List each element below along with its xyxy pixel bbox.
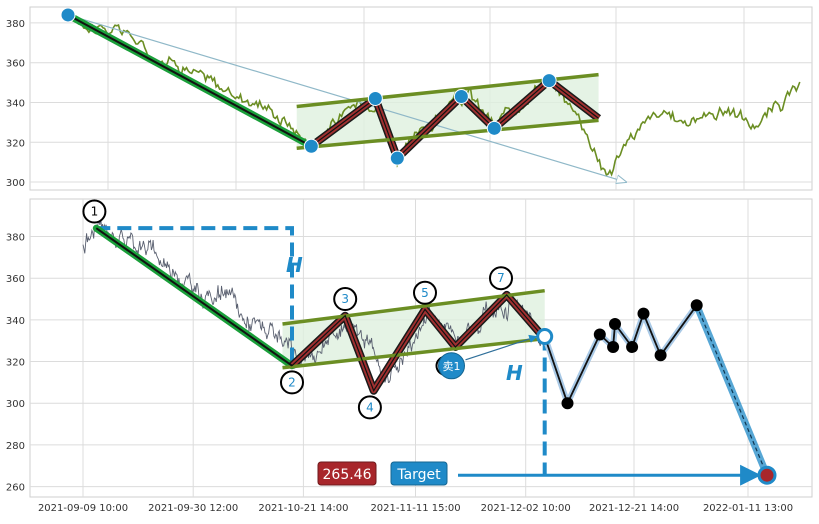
target-badge-label: Target	[396, 467, 441, 483]
top-trend-arrow	[67, 14, 626, 182]
pattern-label-circle	[357, 395, 382, 420]
pattern-label-text: 3	[341, 292, 349, 306]
pattern-label-text: 7	[497, 271, 505, 285]
height-label-lower: H	[506, 361, 523, 385]
pattern-labels: 1 2 3 4 5 7	[82, 199, 513, 420]
pattern-label-text: 2	[288, 375, 296, 389]
target-badge: Target	[390, 461, 448, 486]
top-panel: 300 320 340 360 380	[6, 6, 813, 191]
target-point	[757, 465, 777, 485]
x-tick-label: 2021-12-02 10:00	[481, 503, 571, 514]
sell-marker	[438, 352, 465, 380]
top-grid	[30, 7, 812, 190]
x-tick-label: 2021-11-11 15:00	[370, 503, 460, 514]
target-price-badge: 265.46	[317, 461, 377, 486]
y-tick-label: 340	[6, 316, 25, 327]
projection-dot	[690, 299, 703, 312]
pivot-point	[486, 120, 502, 136]
pattern-label-text: 1	[91, 205, 99, 219]
breakout-point	[536, 328, 554, 346]
height-label-upper: H	[286, 253, 303, 277]
pattern-label-circle	[82, 199, 107, 224]
projection-dot	[654, 349, 667, 362]
projection-dot	[561, 397, 574, 410]
y-tick-label: 320	[6, 138, 25, 149]
pivot-point	[389, 150, 405, 166]
pivot-point	[303, 138, 319, 154]
pattern-label-text: 4	[366, 400, 374, 414]
top-pivots	[60, 7, 557, 166]
x-tick-label: 2021-10-21 14:00	[258, 503, 348, 514]
pattern-label-circle	[333, 287, 358, 312]
x-tick-label: 2021-12-21 14:00	[589, 503, 679, 514]
pivot-point	[367, 91, 383, 106]
bottom-markers: 卖1	[435, 328, 777, 485]
y-tick-label: 360	[6, 274, 25, 285]
pivot-point	[541, 73, 557, 89]
y-tick-label: 280	[6, 441, 25, 452]
sell-marker-label: 卖1	[443, 360, 461, 373]
bottom-down-leg-core	[95, 227, 293, 367]
pivot-point	[60, 7, 76, 23]
projection-dot	[637, 307, 650, 320]
y-tick-label: 340	[6, 98, 25, 109]
projection-dots	[561, 299, 703, 410]
x-tick-label: 2021-09-30 12:00	[148, 503, 238, 514]
projection-dot	[593, 328, 606, 341]
sell-connector	[465, 334, 538, 361]
pattern-label-circle	[489, 266, 513, 291]
target-leg	[696, 305, 768, 476]
pattern-label-circle	[280, 370, 304, 395]
x-tick-label: 2022-01-11 13:00	[703, 503, 793, 514]
pattern-label-text: 5	[421, 286, 429, 300]
top-down-leg-core	[67, 14, 312, 148]
x-tick-label: 2021-09-09 10:00	[38, 503, 128, 514]
projection-dot	[609, 318, 621, 331]
y-tick-label: 360	[6, 59, 25, 70]
bottom-x-axis: 2021-09-09 10:00 2021-09-30 12:00 2021-10-…	[38, 503, 793, 514]
y-tick-label: 300	[6, 399, 25, 410]
pattern-label-circle	[413, 280, 437, 305]
y-tick-label: 320	[6, 358, 25, 369]
y-tick-label: 380	[6, 19, 25, 30]
bottom-y-axis: 260 280 300 320 340 360 380	[6, 233, 25, 494]
projection-dot	[607, 340, 620, 353]
y-tick-label: 260	[6, 483, 25, 494]
projection-dot	[626, 340, 639, 353]
bottom-zigzag-core	[291, 294, 546, 393]
bottom-channel-lower	[282, 336, 545, 370]
bottom-channel-upper	[282, 288, 545, 326]
height-bracket	[96, 226, 294, 366]
top-channel-lower	[296, 118, 599, 150]
pivot-point	[453, 89, 469, 105]
bottom-price-line	[82, 218, 546, 383]
top-y-axis: 300 320 340 360 380	[6, 19, 25, 189]
y-tick-label: 300	[6, 178, 25, 189]
target-price-value: 265.46	[323, 467, 372, 483]
y-tick-label: 380	[6, 233, 25, 244]
